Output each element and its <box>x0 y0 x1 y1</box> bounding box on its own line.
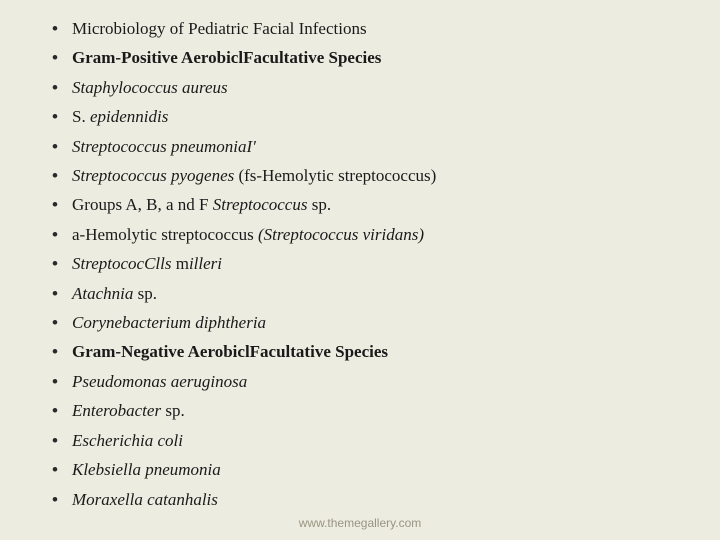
list-item: a-Hemolytic streptococcus (Streptococcus… <box>48 220 720 249</box>
text-segment: Enterobacter <box>72 401 165 420</box>
text-segment: epidennidis <box>90 107 168 126</box>
list-item: Streptococcus pneumoniaI' <box>48 132 720 161</box>
text-segment: (Streptococcus viridans) <box>258 225 424 244</box>
list-item: Atachnia sp. <box>48 279 720 308</box>
text-segment: sp. <box>312 195 331 214</box>
text-segment: Escherichia coli <box>72 431 183 450</box>
footer-url: www.themegallery.com <box>0 516 720 530</box>
text-segment: Streptococcus <box>213 195 312 214</box>
text-segment: Streptococcus pyogenes <box>72 166 238 185</box>
list-item: Pseudomonas aeruginosa <box>48 367 720 396</box>
text-segment: Corynebacterium diphtheria <box>72 313 266 332</box>
text-segment: (fs-Hemolytic streptococcus) <box>238 166 436 185</box>
text-segment: Groups A, B, a nd F <box>72 195 213 214</box>
list-item: Streptococcus pyogenes (fs-Hemolytic str… <box>48 161 720 190</box>
list-item: S. epidennidis <box>48 102 720 131</box>
list-item: Staphylococcus aureus <box>48 73 720 102</box>
list-item: StreptococClls milleri <box>48 249 720 278</box>
text-segment: S. <box>72 107 90 126</box>
list-item: Gram-Positive AerobiclFacultative Specie… <box>48 43 720 72</box>
text-segment: a-Hemolytic streptococcus <box>72 225 258 244</box>
list-item: Gram-Negative AerobiclFacultative Specie… <box>48 337 720 366</box>
text-segment: Klebsiella pneumonia <box>72 460 221 479</box>
list-item: Groups A, B, a nd F Streptococcus sp. <box>48 190 720 219</box>
text-segment: sp. <box>165 401 184 420</box>
list-item: Enterobacter sp. <box>48 396 720 425</box>
text-segment: Pseudomonas aeruginosa <box>72 372 247 391</box>
list-item: Moraxella catanhalis <box>48 485 720 514</box>
list-item: Klebsiella pneumonia <box>48 455 720 484</box>
text-segment: illeri <box>189 254 222 273</box>
list-item: Escherichia coli <box>48 426 720 455</box>
text-segment: Gram-Negative AerobiclFacultative Specie… <box>72 342 388 361</box>
text-segment: Staphylococcus aureus <box>72 78 228 97</box>
list-item: Corynebacterium diphtheria <box>48 308 720 337</box>
bullet-list: Microbiology of Pediatric Facial Infecti… <box>48 14 720 514</box>
text-segment: Atachnia <box>72 284 138 303</box>
text-segment: StreptococClls <box>72 254 176 273</box>
text-segment: Streptococcus pneumoniaI' <box>72 137 256 156</box>
text-segment: Microbiology of Pediatric Facial Infecti… <box>72 19 367 38</box>
text-segment: Gram-Positive AerobiclFacultative Specie… <box>72 48 381 67</box>
text-segment: Moraxella catanhalis <box>72 490 218 509</box>
list-item: Microbiology of Pediatric Facial Infecti… <box>48 14 720 43</box>
slide-body: Microbiology of Pediatric Facial Infecti… <box>0 0 720 540</box>
text-segment: sp. <box>138 284 157 303</box>
text-segment: m <box>176 254 189 273</box>
